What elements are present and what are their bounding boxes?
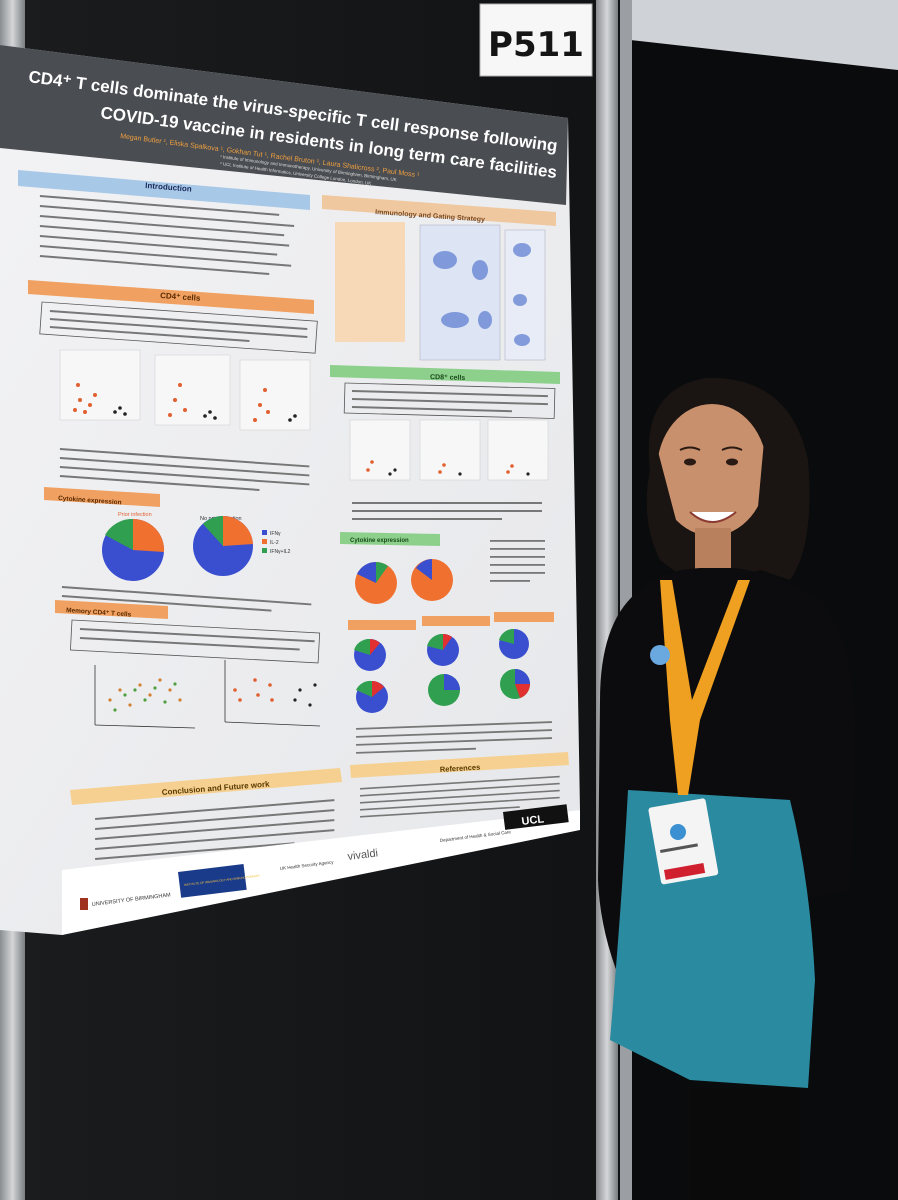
cd8-dot-plots [349, 419, 549, 481]
cd8-heading: CD8⁺ cells [430, 374, 465, 382]
cytokine-left-heading: Cytokine expression [58, 495, 122, 506]
smile [689, 511, 737, 523]
logo-iii-badge [178, 863, 247, 898]
logo-ukhsa: UK Health Security Agency [280, 859, 335, 871]
poster-logo-strip: UNIVERSITY OF BIRMINGHAM INSTITUTE OF IM… [62, 804, 580, 935]
logo-vivaldi: vivaldi [347, 847, 379, 863]
cd4-heading: CD4⁺ cells [160, 291, 201, 303]
immunology-section: Immunology and Gating Strategy [322, 195, 556, 361]
booth-number-sign: P511 [479, 3, 593, 77]
badge-red-stripe [663, 863, 706, 880]
cytokine-right-heading: Cytokine expression [350, 538, 409, 544]
conclusion-section: Conclusion and Future work [70, 768, 342, 860]
orange-lanyard [660, 580, 750, 795]
legend-ifng-il2: IFNγ+IL2 [270, 549, 291, 555]
legs-shadow [690, 1088, 800, 1200]
cytokine-right-section: Cytokine expression [340, 532, 545, 604]
poster-header [0, 45, 568, 205]
introduction-heading: Introduction [145, 181, 192, 194]
references-section: References [350, 752, 569, 818]
cd8-section: CD8⁺ cells [330, 365, 560, 520]
face [657, 404, 767, 536]
memory-pies-section [348, 612, 554, 754]
cd4-section: CD4⁺ cells [28, 280, 318, 491]
pie-label-prior: Prior infection [118, 512, 152, 518]
name-badge [648, 798, 719, 885]
memory-dot-plot [224, 660, 321, 727]
references-heading: References [440, 763, 481, 774]
cd4-dot-plots [59, 349, 311, 431]
cd8-pie-prior [355, 561, 397, 604]
cytokine-left-section: Cytokine expression Prior infection No p… [44, 487, 312, 612]
research-poster: CD4⁺ T cells dominate the virus-specific… [0, 45, 580, 935]
teal-skirt [610, 790, 815, 1088]
ceiling-light-area [630, 0, 898, 70]
presenter-person [598, 377, 856, 1200]
memory-pie-grid [354, 628, 530, 713]
badge-logo-icon [670, 824, 686, 840]
cd8-pie-no-prior [411, 559, 453, 601]
logo-ucl: UCL [521, 813, 545, 828]
introduction-section: Introduction [18, 170, 310, 276]
legend-il2: IL-2 [270, 540, 279, 546]
legend-ifng: IFNγ [270, 531, 281, 537]
memory-heading: Memory CD4⁺ T cells [66, 607, 132, 619]
pie-legend: IFNγ IL-2 IFNγ+IL2 [262, 530, 291, 555]
cd4-pie-prior [102, 518, 165, 581]
memory-scatter-plot [94, 665, 196, 729]
booth-number-text: P511 [488, 25, 584, 65]
birmingham-crest-icon [80, 898, 88, 910]
memory-section: Memory CD4⁺ T cells [55, 600, 321, 729]
lanyard-badge-button [650, 645, 670, 665]
logo-ucl-badge [502, 804, 569, 830]
cd4-pie-no-prior [193, 515, 253, 576]
